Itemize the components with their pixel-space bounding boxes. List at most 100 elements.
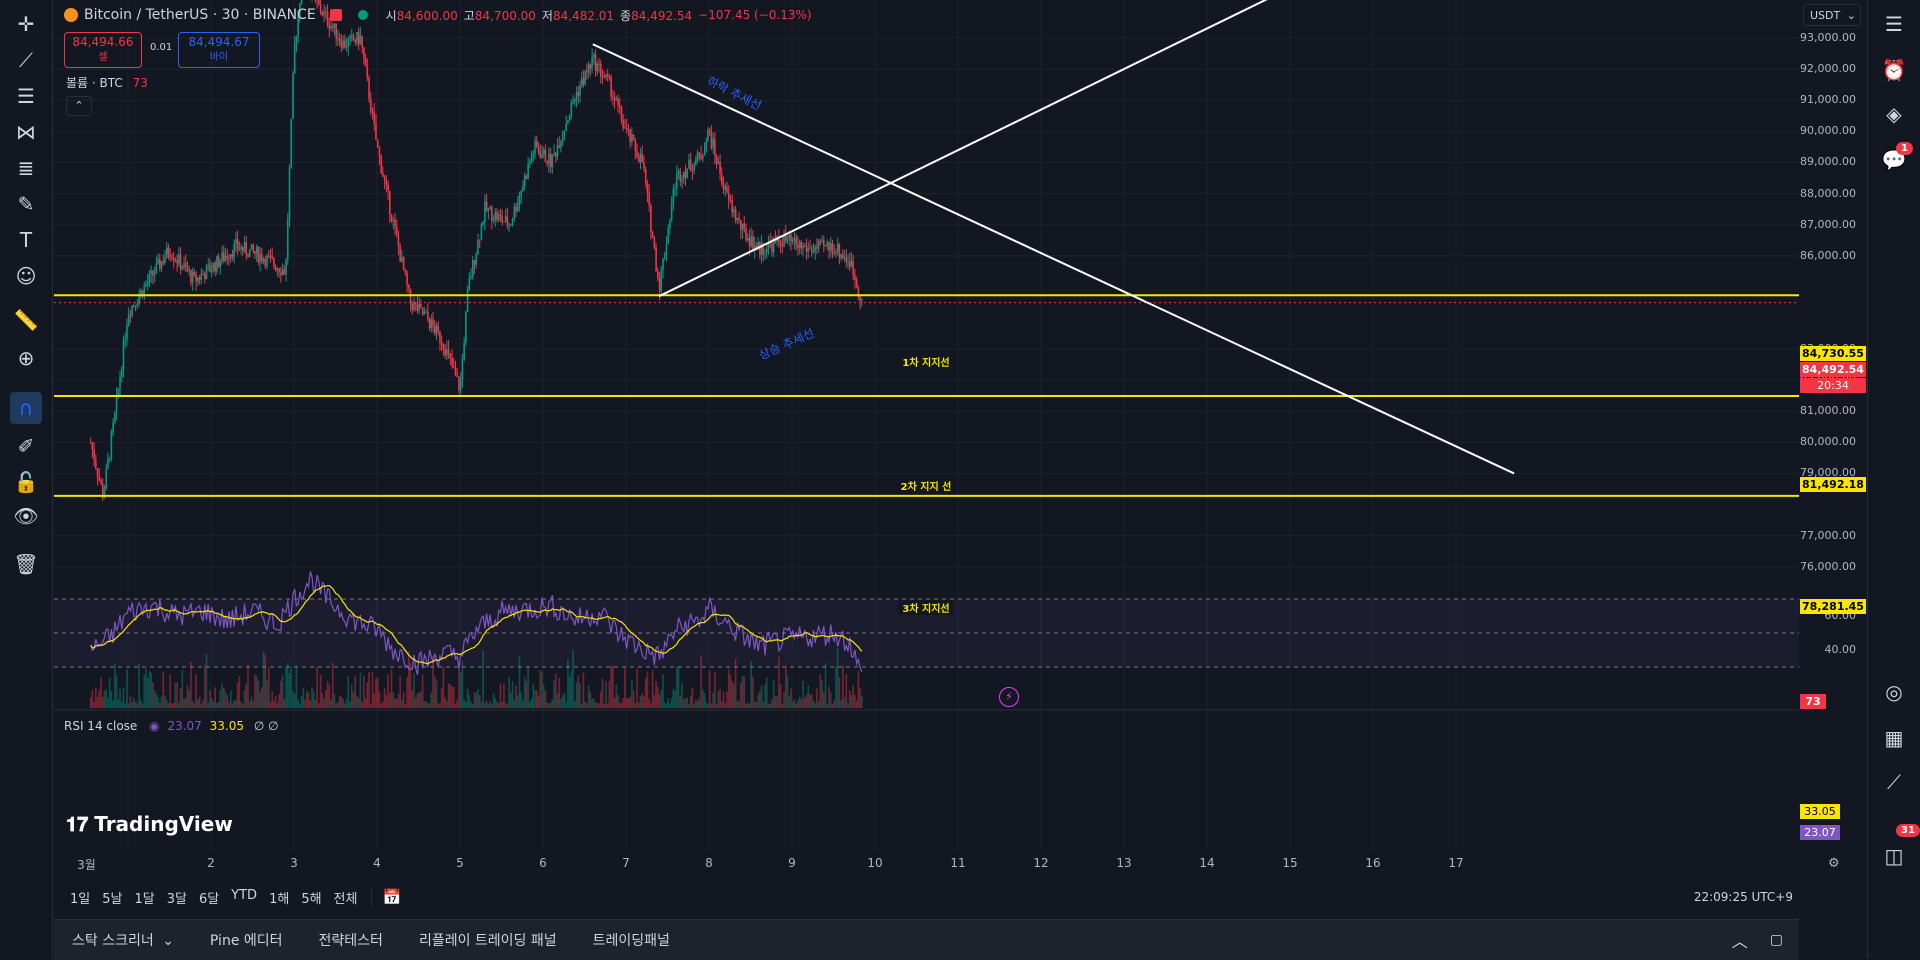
- notifications-icon[interactable]: ◫: [1878, 840, 1910, 872]
- candle-body: [156, 263, 158, 273]
- tab-strategy-tester[interactable]: 전략테스터: [319, 930, 383, 950]
- candle-body: [553, 153, 555, 155]
- volume-bar: [344, 704, 346, 708]
- chart-canvas[interactable]: [54, 0, 1799, 880]
- rsi-ma-value: 33.05: [210, 719, 244, 733]
- collapse-chevron-up-icon[interactable]: ︿: [1732, 928, 1748, 952]
- crosshair-icon[interactable]: ✛: [10, 8, 42, 40]
- range-button[interactable]: 1달: [134, 888, 154, 907]
- candle-body: [282, 269, 284, 274]
- volume-bar: [225, 692, 227, 708]
- candle-body: [270, 256, 272, 257]
- speedometer-icon[interactable]: ◎: [1878, 676, 1910, 708]
- volume-bar: [787, 675, 789, 708]
- candle-body: [742, 224, 744, 230]
- alerts-clock-icon[interactable]: ⏰: [1878, 54, 1910, 86]
- volume-bar: [517, 695, 519, 708]
- candle-body: [823, 240, 825, 246]
- buy-button[interactable]: 84,494.67 바이: [178, 32, 260, 68]
- date-range-calendar-icon[interactable]: 📅: [382, 888, 401, 906]
- chat-badge: 1: [1896, 142, 1913, 155]
- volume-bar: [446, 701, 448, 708]
- volume-bar: [126, 670, 128, 708]
- tab-trading-panel[interactable]: 트레이딩패널: [593, 930, 670, 950]
- volume-bar: [790, 688, 792, 708]
- volume-bar: [297, 700, 299, 708]
- range-bar: 1일 5날 1달 3달 6달 YTD 1해 5해 전체 📅 22:09:25 UTC+9: [54, 880, 1799, 914]
- rsi-settings-icon[interactable]: ◉: [149, 719, 159, 733]
- watchlist-icon[interactable]: ☰: [1878, 8, 1910, 40]
- currency-select[interactable]: USDT ⌄: [1803, 4, 1861, 26]
- horizontal-lines-icon[interactable]: ☰: [10, 80, 42, 112]
- candle-body: [406, 273, 408, 285]
- candle-body: [835, 252, 837, 254]
- chart-trend-icon[interactable]: ⟋: [1878, 766, 1910, 798]
- range-button[interactable]: 6달: [199, 888, 219, 907]
- volume-bar: [232, 703, 234, 708]
- volume-bar: [252, 701, 254, 708]
- fib-tool-icon[interactable]: ≣: [10, 152, 42, 184]
- candle-body: [847, 262, 849, 263]
- axis-settings-gear-icon[interactable]: ⚙: [1828, 856, 1840, 871]
- clock[interactable]: 22:09:25 UTC+9: [1694, 890, 1793, 904]
- volume-bar: [709, 670, 711, 708]
- tab-stock-screener[interactable]: 스탁 스크리너 ⌄: [72, 930, 174, 950]
- emoji-tool-icon[interactable]: ☺: [10, 260, 42, 292]
- volume-legend: 볼륨 · BTC 73: [66, 74, 148, 91]
- volume-bar: [382, 701, 384, 708]
- range-button[interactable]: 1일: [70, 888, 90, 907]
- candle-body: [97, 469, 99, 477]
- candle-body: [795, 238, 797, 245]
- text-tool-icon[interactable]: T: [10, 224, 42, 256]
- ruler-icon[interactable]: 📏: [10, 304, 42, 336]
- pattern-tool-icon[interactable]: ⋈: [10, 116, 42, 148]
- candle-body: [389, 191, 391, 214]
- candle-body: [695, 160, 697, 165]
- zoom-in-icon[interactable]: ⊕: [10, 342, 42, 374]
- market-status-icon: [330, 9, 342, 21]
- lightning-icon[interactable]: ⚡: [999, 687, 1019, 707]
- lock-pencil-icon[interactable]: ✐: [10, 430, 42, 462]
- volume-bar: [181, 670, 183, 708]
- range-button[interactable]: 3달: [167, 888, 187, 907]
- range-button[interactable]: 전체: [334, 888, 358, 907]
- volume-bar: [192, 702, 194, 708]
- maximize-icon[interactable]: ▢: [1770, 932, 1783, 948]
- volume-bar: [648, 699, 650, 708]
- symbol-title[interactable]: Bitcoin / TetherUS · 30 · BINANCE: [84, 7, 316, 23]
- volume-bar: [522, 701, 524, 708]
- candle-body: [367, 66, 369, 77]
- range-button[interactable]: 5해: [301, 888, 321, 907]
- layers-icon[interactable]: ◈: [1878, 98, 1910, 130]
- brush-tool-icon[interactable]: ✎: [10, 188, 42, 220]
- sell-button[interactable]: 84,494.66 셀: [64, 32, 142, 68]
- range-button[interactable]: YTD: [231, 888, 257, 907]
- volume-bar: [674, 690, 676, 708]
- price-tick-label: 81,000.00: [1800, 404, 1856, 417]
- candle-body: [526, 176, 528, 179]
- tab-pine-editor[interactable]: Pine 에디터: [210, 930, 283, 950]
- candle-body: [417, 304, 419, 311]
- volume-bar: [671, 698, 673, 708]
- tab-replay-trading[interactable]: 리플레이 트레이딩 패널: [419, 930, 557, 950]
- eye-icon[interactable]: 👁: [10, 500, 42, 532]
- volume-bar: [309, 701, 311, 708]
- candle-body: [745, 228, 747, 240]
- volume-bar: [311, 687, 313, 708]
- volume-bar: [622, 698, 624, 708]
- calendar-icon[interactable]: ▦: [1878, 722, 1910, 754]
- magnet-icon[interactable]: ∩: [10, 392, 42, 424]
- trash-icon[interactable]: 🗑: [10, 548, 42, 580]
- range-button[interactable]: 5날: [102, 888, 122, 907]
- trendline-tool-icon[interactable]: ⟋: [10, 44, 42, 76]
- volume-bar: [342, 699, 344, 708]
- range-button[interactable]: 1해: [269, 888, 289, 907]
- candle-body: [839, 244, 841, 257]
- candle-body: [821, 240, 823, 241]
- lock-icon[interactable]: 🔓: [10, 466, 42, 498]
- volume-bar: [347, 676, 349, 708]
- candle-body: [173, 259, 175, 261]
- volume-bar: [258, 681, 260, 708]
- collapse-chevron-up-icon[interactable]: ⌃: [66, 96, 92, 116]
